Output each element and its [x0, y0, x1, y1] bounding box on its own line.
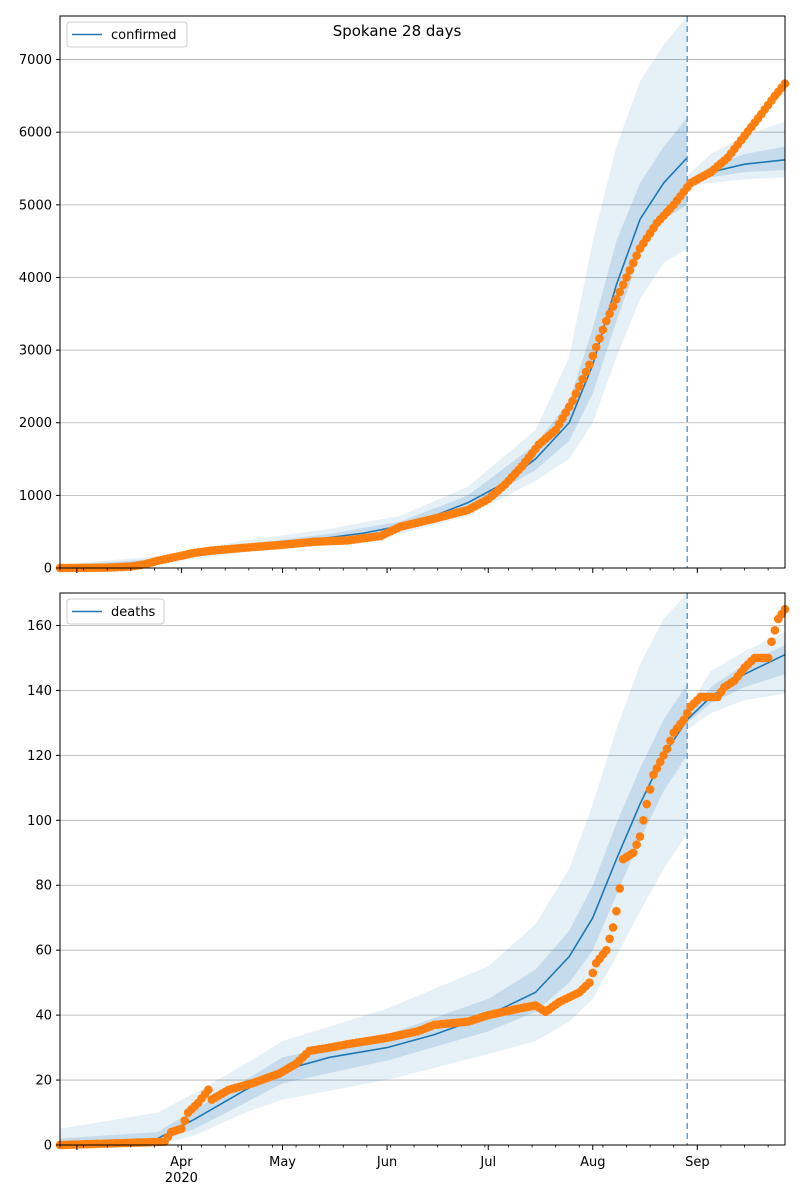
- observed-point: [605, 309, 614, 319]
- y-tick-label: 80: [35, 879, 52, 894]
- observed-point: [649, 770, 658, 780]
- chart-title: Spokane 28 days: [333, 22, 462, 40]
- observed-point: [632, 251, 641, 260]
- observed-point: [177, 1124, 186, 1134]
- y-tick-label: 60: [35, 944, 52, 959]
- plot-frame: [59, 592, 786, 1146]
- observed-point: [575, 382, 584, 391]
- observed-point: [595, 334, 604, 343]
- observed-point: [612, 294, 621, 304]
- observed-point: [628, 258, 638, 268]
- observed-point: [662, 744, 672, 754]
- observed-point: [571, 389, 581, 398]
- observed-point: [601, 945, 611, 955]
- observed-point: [585, 978, 594, 987]
- observed-point: [598, 325, 608, 335]
- y-tick-label: 5000: [19, 198, 52, 213]
- legend-box: [66, 598, 165, 625]
- y-tick-label: 120: [27, 749, 52, 764]
- y-tick-label: 140: [27, 684, 52, 699]
- observed-point: [581, 367, 591, 377]
- uncertainty-band-inner: [60, 117, 688, 569]
- observed-point: [645, 785, 655, 794]
- uncertainty-band-outer: [60, 16, 688, 568]
- panel-confirmed: 0 1000 2000 3000 4000 5000 6000 7000 confirmed: [19, 15, 790, 577]
- observed-point: [568, 396, 577, 406]
- legend-label: confirmed: [111, 28, 177, 43]
- observed-point: [612, 906, 621, 916]
- observed-point: [601, 316, 611, 326]
- observed-point: [682, 708, 692, 718]
- x-tick-label: May: [269, 1155, 296, 1170]
- x-tick-sublabel: 2020: [165, 1171, 198, 1186]
- observed-point: [763, 653, 773, 663]
- observed-point: [655, 757, 665, 767]
- x-tick-label: Sep: [685, 1155, 710, 1170]
- observed-point: [642, 799, 652, 809]
- observed-point: [625, 265, 635, 275]
- observed-point: [591, 342, 601, 352]
- x-tick-label: Aug: [580, 1155, 605, 1170]
- y-tick-label: 160: [27, 619, 52, 634]
- observed-point: [628, 848, 638, 858]
- y-tick-label: 100: [27, 814, 52, 829]
- plot-frame: [59, 15, 786, 569]
- y-tick-label: 6000: [19, 126, 52, 141]
- observed-point: [635, 832, 645, 841]
- y-tick-label: 0: [44, 562, 52, 577]
- x-tick-label: Jun: [376, 1155, 397, 1170]
- observed-point: [615, 287, 625, 297]
- y-tick-label: 1000: [19, 489, 52, 504]
- observed-point: [622, 273, 631, 282]
- observed-point: [618, 280, 628, 290]
- observed-point: [578, 374, 587, 384]
- observed-point: [588, 968, 598, 978]
- observed-point: [679, 715, 689, 724]
- observed-point: [666, 736, 675, 746]
- observed-point: [652, 764, 662, 773]
- legend-label: deaths: [111, 605, 156, 620]
- observed-point: [608, 302, 618, 311]
- y-tick-label: 4000: [19, 271, 52, 286]
- legend-box: [66, 21, 188, 48]
- y-tick-label: 7000: [19, 53, 52, 68]
- observed-point: [639, 815, 648, 825]
- x-tick-label: Jul: [479, 1155, 496, 1170]
- observed-point: [180, 1116, 190, 1125]
- observed-point: [588, 351, 598, 361]
- observed-point: [659, 751, 668, 760]
- y-tick-label: 3000: [19, 344, 52, 359]
- observed-point: [605, 934, 614, 944]
- uncertainty-band-inner: [60, 683, 688, 1145]
- observed-point: [632, 840, 641, 849]
- y-tick-label: 2000: [19, 416, 52, 431]
- observed-point: [770, 626, 780, 635]
- observed-point: [615, 884, 625, 893]
- y-tick-label: 40: [35, 1009, 52, 1024]
- y-tick-label: 0: [44, 1139, 52, 1154]
- observed-point: [204, 1085, 213, 1095]
- legend: deaths: [66, 598, 165, 625]
- observed-point: [585, 360, 594, 369]
- y-tick-label: 20: [35, 1074, 52, 1089]
- legend: confirmed: [66, 21, 188, 48]
- observed-point: [608, 923, 618, 932]
- x-tick-label: Apr: [170, 1155, 193, 1170]
- observed-point: [767, 637, 776, 647]
